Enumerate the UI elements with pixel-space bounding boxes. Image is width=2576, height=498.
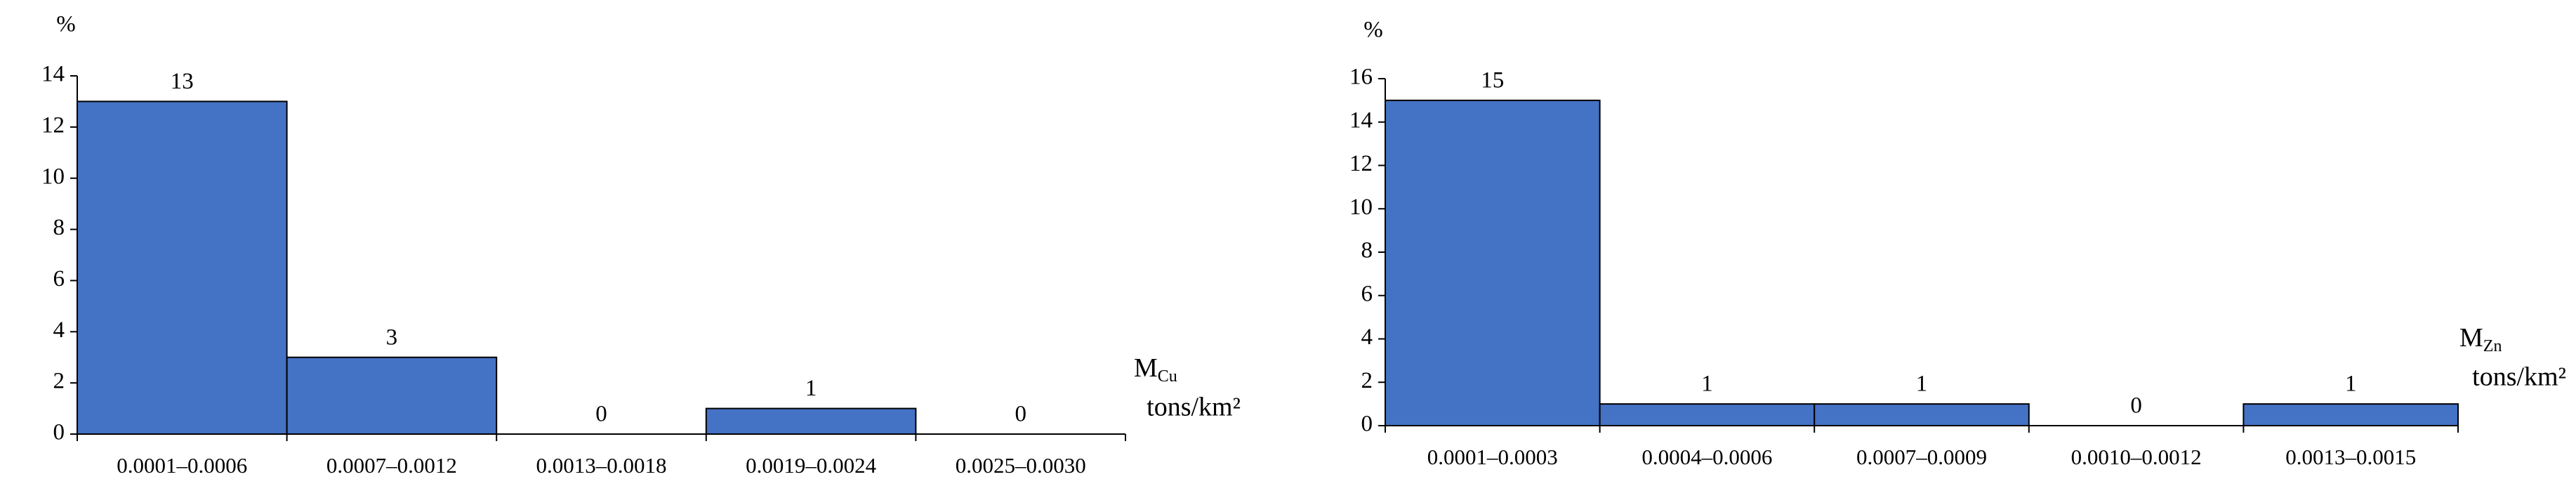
x-axis-symbol: MCu	[1134, 353, 1177, 386]
y-tick-label: 10	[41, 164, 65, 189]
value-label: 13	[171, 69, 194, 94]
y-tick-label: 12	[1349, 151, 1373, 176]
y-tick-label: 8	[1361, 238, 1373, 263]
x-tick-label: 0.0010–0.0012	[2071, 445, 2202, 469]
bar	[705, 407, 917, 435]
y-tick-label: 14	[1349, 107, 1373, 133]
bar	[77, 100, 288, 435]
y-tick-label: 4	[1361, 325, 1373, 350]
x-tick-label: 0.0007–0.0012	[326, 453, 457, 478]
x-tick-label: 0.0007–0.0009	[1856, 445, 1987, 469]
value-label: 1	[805, 376, 817, 401]
y-tick-label: 0	[53, 420, 65, 445]
x-axis-symbol-main: M	[2459, 323, 2483, 353]
x-axis-unit: tons/km²	[2472, 362, 2566, 392]
value-label: 0	[595, 402, 607, 427]
x-tick-label: 0.0004–0.0006	[1642, 445, 1772, 469]
value-label: 1	[2345, 372, 2357, 397]
value-label: 3	[386, 325, 398, 350]
y-tick-label: 12	[41, 112, 65, 138]
value-label: 0	[1015, 402, 1026, 427]
y-axis-label: %	[56, 12, 76, 37]
value-label: 0	[2130, 393, 2142, 419]
x-tick-label: 0.0013–0.0018	[536, 453, 667, 478]
x-tick-label: 0.0013–0.0015	[2285, 445, 2416, 469]
value-label: 1	[1916, 372, 1928, 397]
x-axis-symbol-main: M	[1134, 353, 1158, 383]
bar	[1599, 403, 1816, 426]
x-tick-label: 0.0019–0.0024	[746, 453, 877, 478]
x-tick-label: 0.0001–0.0003	[1427, 445, 1558, 469]
bar	[2243, 403, 2459, 426]
y-tick-label: 6	[1361, 281, 1373, 306]
x-axis-symbol-sub: Zn	[2483, 337, 2502, 355]
x-axis-unit: tons/km²	[1147, 393, 1241, 422]
y-tick-label: 16	[1349, 65, 1373, 90]
x-tick-label: 0.0025–0.0030	[956, 453, 1086, 478]
value-label: 15	[1481, 67, 1504, 93]
y-tick-label: 8	[53, 215, 65, 240]
x-tick-label: 0.0001–0.0006	[117, 453, 247, 478]
bar	[1385, 99, 1601, 426]
y-tick-label: 2	[53, 369, 65, 394]
y-tick-label: 6	[53, 266, 65, 291]
y-axis-label: %	[1363, 18, 1383, 43]
y-tick-label: 0	[1361, 412, 1373, 437]
y-tick-label: 4	[53, 317, 65, 343]
y-tick-label: 10	[1349, 195, 1373, 220]
y-tick-label: 2	[1361, 368, 1373, 393]
value-label: 1	[1701, 372, 1713, 397]
x-axis-symbol-sub: Cu	[1158, 367, 1177, 386]
bar	[286, 356, 498, 435]
x-axis-symbol: MZn	[2459, 323, 2502, 355]
bar	[1814, 403, 2030, 426]
y-tick-label: 14	[41, 62, 65, 87]
